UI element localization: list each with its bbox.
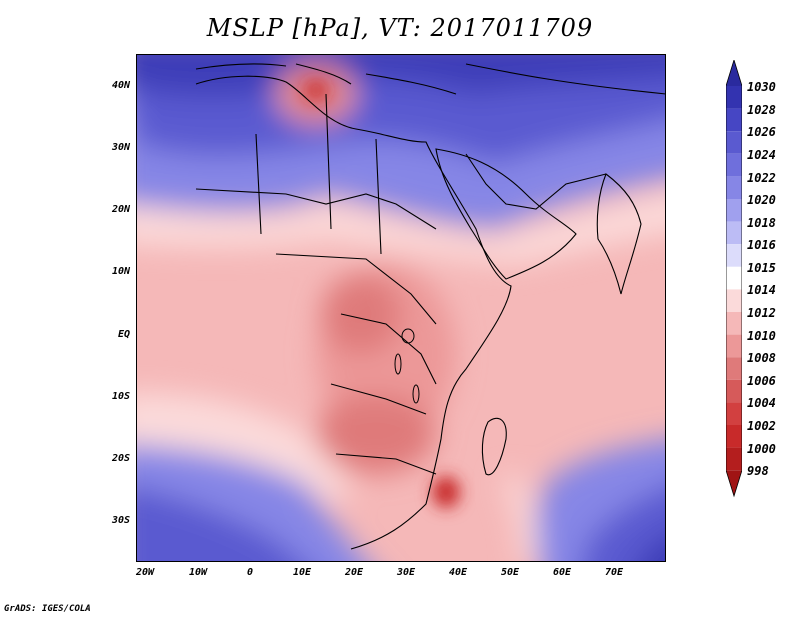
legend-colorbar — [726, 60, 742, 498]
grads-credit: GrADS: IGES/COLA — [4, 604, 91, 614]
legend-swatch-0 — [726, 60, 742, 86]
legend-label-1030: 1030 — [747, 80, 776, 94]
pressure-map — [136, 54, 666, 562]
lat-label-30n: 30N — [111, 142, 130, 153]
legend-label-1004: 1004 — [747, 396, 776, 410]
map-title: MSLP [hPa], VT: 2017011709 — [206, 14, 594, 42]
legend-swatch-9 — [726, 266, 742, 290]
legend-swatch-18 — [726, 470, 742, 496]
legend-swatch-5 — [726, 176, 742, 199]
legend-swatch-12 — [726, 334, 742, 358]
coastlines — [195, 63, 666, 550]
legend-label-1002: 1002 — [747, 419, 776, 433]
legend-label-1008: 1008 — [747, 351, 776, 365]
legend-label-1006: 1006 — [747, 374, 776, 388]
legend-swatch-8 — [726, 244, 742, 267]
lon-label-50e: 50E — [500, 567, 520, 578]
legend-swatch-14 — [726, 379, 742, 403]
lat-label-40n: 40N — [111, 80, 130, 91]
legend-swatch-3 — [726, 131, 742, 154]
lat-label-30s: 30S — [111, 515, 130, 526]
lon-label-40e: 40E — [448, 567, 468, 578]
legend-label-1024: 1024 — [747, 148, 776, 162]
legend-swatch-7 — [726, 221, 742, 245]
legend-label-1012: 1012 — [747, 306, 776, 320]
lon-label-20w: 20W — [135, 567, 155, 578]
lat-label-20n: 20N — [111, 204, 130, 215]
legend-swatch-2 — [726, 108, 742, 132]
lat-label-eq: EQ — [117, 329, 130, 340]
lon-label-20e: 20E — [344, 567, 364, 578]
legend-swatch-15 — [726, 402, 742, 425]
legend-label-1018: 1018 — [747, 216, 776, 230]
legend-swatch-13 — [726, 357, 742, 380]
lon-label-10e: 10E — [292, 567, 312, 578]
lon-label-30e: 30E — [396, 567, 416, 578]
legend-swatch-4 — [726, 153, 742, 177]
legend-label-1014: 1014 — [747, 283, 776, 297]
legend-swatch-10 — [726, 289, 742, 312]
legend-swatch-17 — [726, 447, 742, 471]
lat-label-20s: 20S — [111, 453, 130, 464]
legend-label-1010: 1010 — [747, 329, 776, 343]
legend-border — [726, 60, 742, 498]
legend-swatch-16 — [726, 425, 742, 448]
lakes — [394, 328, 420, 404]
legend-label-998: 998 — [747, 464, 769, 478]
legend-label-1015: 1015 — [747, 261, 776, 275]
lat-label-10n: 10N — [111, 266, 130, 277]
legend-label-1026: 1026 — [747, 125, 776, 139]
lon-label-10w: 10W — [188, 567, 208, 578]
legend-label-1028: 1028 — [747, 103, 776, 117]
legend-swatch-11 — [726, 312, 742, 335]
legend-swatch-6 — [726, 199, 742, 222]
lat-label-10s: 10S — [111, 391, 130, 402]
legend-label-1016: 1016 — [747, 238, 776, 252]
lon-label-60e: 60E — [552, 567, 572, 578]
lon-label-0: 0 — [246, 567, 254, 578]
legend-label-1020: 1020 — [747, 193, 776, 207]
lon-label-70e: 70E — [604, 567, 624, 578]
map-frame — [136, 54, 666, 562]
legend-swatch-1 — [726, 86, 742, 109]
pressure-field — [136, 54, 666, 562]
legend-label-1022: 1022 — [747, 171, 776, 185]
legend-label-1000: 1000 — [747, 442, 776, 456]
